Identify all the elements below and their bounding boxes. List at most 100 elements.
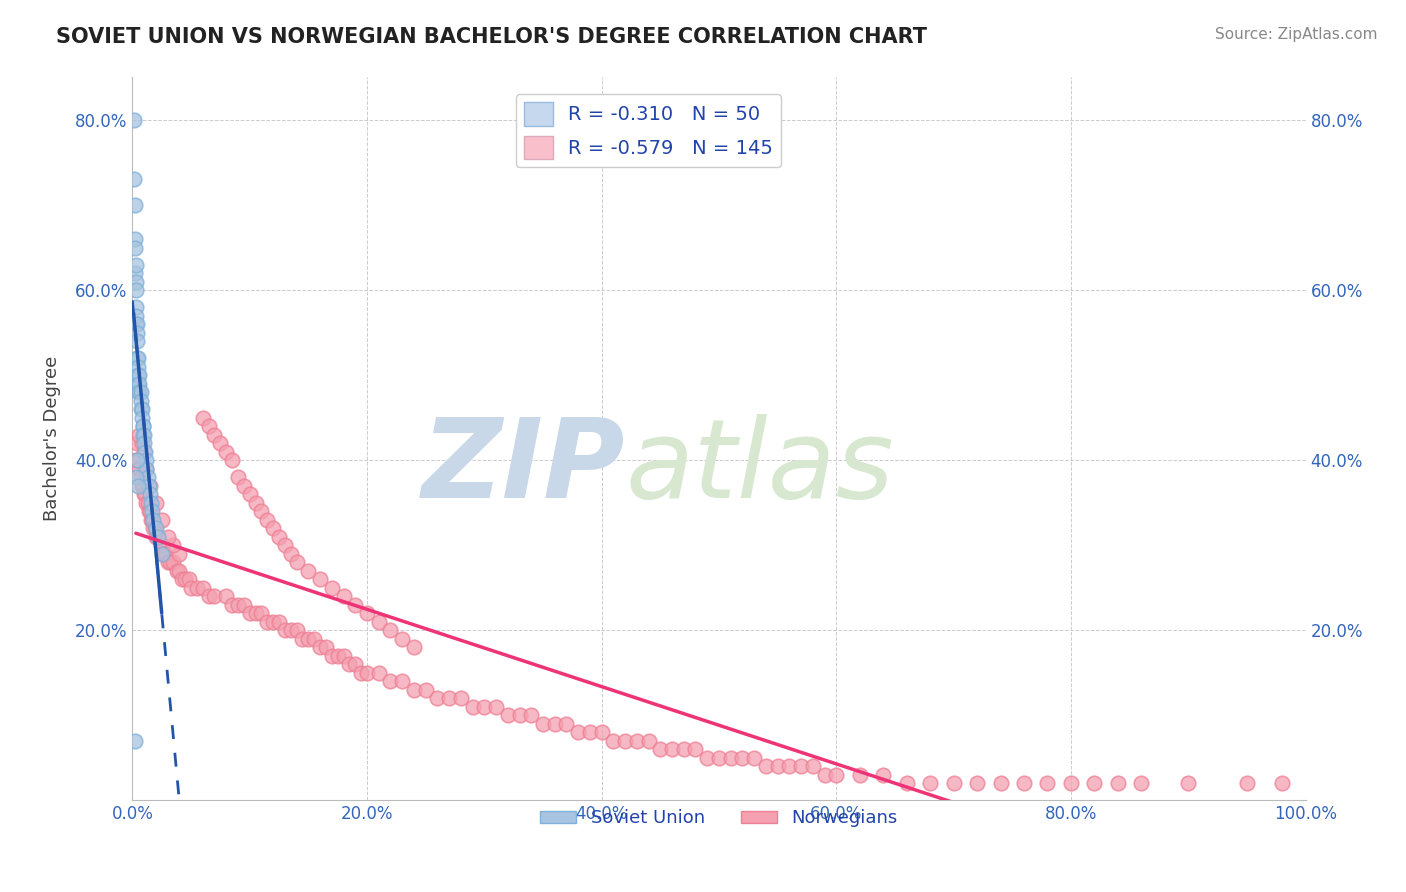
Point	[128, 385, 150, 400]
Point	[531, 716, 554, 731]
Point	[356, 665, 378, 680]
Point	[150, 538, 173, 552]
Point	[402, 640, 425, 655]
Text: ZIP: ZIP	[422, 414, 626, 521]
Point	[129, 402, 152, 417]
Point	[226, 470, 249, 484]
Point	[437, 691, 460, 706]
Point	[591, 725, 613, 739]
Point	[221, 598, 243, 612]
Point	[326, 648, 349, 663]
Point	[125, 309, 148, 323]
Point	[990, 776, 1012, 790]
Point	[125, 351, 148, 365]
Point	[145, 495, 167, 509]
Point	[239, 606, 262, 620]
Point	[1107, 776, 1129, 790]
Point	[125, 453, 148, 467]
Point	[637, 733, 659, 747]
Point	[128, 376, 150, 391]
Point	[134, 487, 156, 501]
Point	[150, 547, 173, 561]
Point	[197, 589, 219, 603]
Point	[125, 334, 148, 348]
Point	[142, 513, 165, 527]
Point	[1177, 776, 1199, 790]
Point	[128, 368, 150, 382]
Point	[321, 581, 343, 595]
Point	[321, 648, 343, 663]
Point	[132, 444, 155, 458]
Point	[204, 427, 226, 442]
Point	[626, 733, 648, 747]
Point	[1036, 776, 1059, 790]
Point	[131, 478, 153, 492]
Point	[132, 419, 155, 434]
Point	[127, 368, 149, 382]
Point	[215, 444, 238, 458]
Point	[169, 547, 191, 561]
Point	[135, 461, 157, 475]
Point	[186, 581, 208, 595]
Point	[1060, 776, 1083, 790]
Point	[245, 606, 267, 620]
Point	[872, 768, 894, 782]
Point	[450, 691, 472, 706]
Point	[209, 436, 232, 450]
Text: Source: ZipAtlas.com: Source: ZipAtlas.com	[1215, 27, 1378, 42]
Point	[122, 112, 145, 127]
Point	[232, 598, 254, 612]
Point	[170, 572, 193, 586]
Point	[731, 750, 754, 764]
Point	[131, 410, 153, 425]
Point	[267, 530, 290, 544]
Point	[141, 504, 163, 518]
Point	[332, 589, 354, 603]
Point	[344, 598, 367, 612]
Point	[155, 547, 177, 561]
Point	[1083, 776, 1105, 790]
Text: SOVIET UNION VS NORWEGIAN BACHELOR'S DEGREE CORRELATION CHART: SOVIET UNION VS NORWEGIAN BACHELOR'S DEG…	[56, 27, 927, 46]
Point	[245, 495, 267, 509]
Point	[391, 674, 413, 689]
Point	[262, 615, 284, 629]
Point	[124, 240, 146, 254]
Point	[150, 513, 173, 527]
Point	[472, 699, 495, 714]
Point	[141, 513, 163, 527]
Point	[1271, 776, 1294, 790]
Point	[297, 632, 319, 646]
Point	[197, 419, 219, 434]
Point	[302, 632, 325, 646]
Point	[124, 733, 146, 747]
Y-axis label: Bachelor's Degree: Bachelor's Degree	[44, 356, 60, 522]
Point	[139, 487, 162, 501]
Point	[129, 393, 152, 408]
Point	[350, 665, 373, 680]
Point	[755, 759, 778, 773]
Point	[380, 674, 402, 689]
Point	[139, 513, 162, 527]
Point	[309, 572, 332, 586]
Point	[1012, 776, 1035, 790]
Point	[191, 581, 214, 595]
Point	[256, 513, 278, 527]
Point	[136, 495, 159, 509]
Point	[215, 589, 238, 603]
Text: atlas: atlas	[626, 414, 894, 521]
Point	[125, 326, 148, 340]
Point	[315, 640, 337, 655]
Point	[825, 768, 848, 782]
Point	[127, 453, 149, 467]
Point	[813, 768, 835, 782]
Point	[356, 606, 378, 620]
Point	[135, 453, 157, 467]
Point	[128, 427, 150, 442]
Point	[801, 759, 824, 773]
Point	[145, 530, 167, 544]
Point	[148, 530, 170, 544]
Point	[391, 632, 413, 646]
Point	[135, 495, 157, 509]
Point	[125, 317, 148, 331]
Point	[124, 266, 146, 280]
